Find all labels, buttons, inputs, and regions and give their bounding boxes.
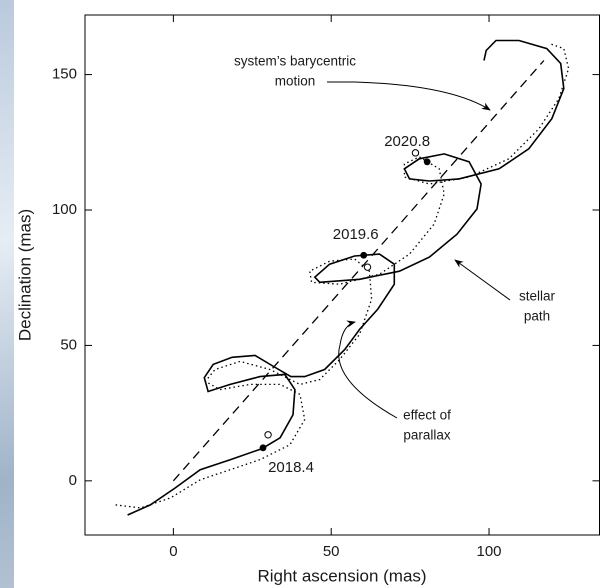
epoch-label: 2018.4: [268, 459, 314, 476]
y-axis-label: Declination (mas): [15, 209, 34, 341]
arrow: [454, 259, 511, 301]
epoch-point: [360, 251, 368, 259]
arrow: [338, 320, 398, 419]
x-axis-label: Right ascension (mas): [257, 566, 426, 585]
x-tick-label: 50: [323, 543, 340, 560]
annotation: motion: [275, 74, 316, 89]
epoch-label: 2019.6: [333, 226, 379, 243]
annotation: system’s barycentric: [234, 54, 356, 69]
x-tick-label: 0: [169, 543, 177, 560]
y-tick-label: 50: [60, 336, 77, 353]
arrow: [327, 81, 491, 111]
series-line: [172, 60, 545, 482]
series-line: [115, 42, 570, 509]
annotation: effect of: [403, 408, 451, 423]
y-tick-label: 150: [52, 66, 77, 83]
annotation: path: [524, 309, 550, 324]
open-point: [363, 263, 372, 271]
y-tick-label: 0: [69, 472, 77, 489]
annotation: stellar: [519, 289, 556, 304]
open-point: [411, 149, 420, 157]
annotation: parallax: [403, 428, 451, 443]
y-tick-label: 100: [52, 201, 77, 218]
x-tick-label: 100: [477, 543, 502, 560]
marks: [115, 39, 570, 516]
open-point: [264, 431, 272, 439]
epoch-point: [259, 444, 267, 452]
epoch-point: [423, 158, 431, 166]
epoch-label: 2020.8: [384, 133, 430, 150]
